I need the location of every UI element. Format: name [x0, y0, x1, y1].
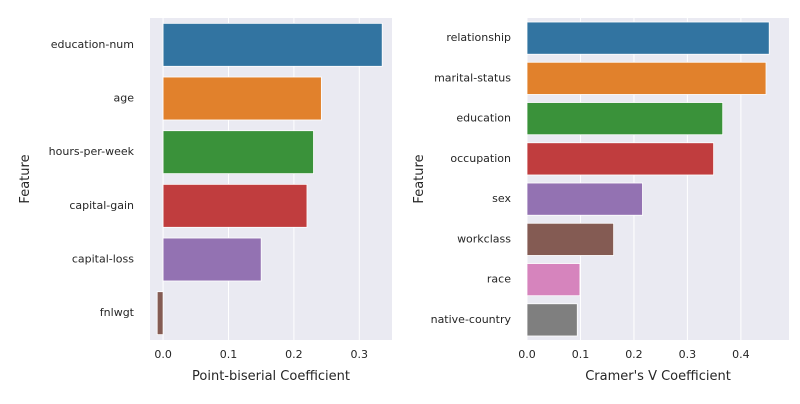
ytick-label: age — [114, 92, 135, 105]
xtick-label: 0.2 — [625, 348, 643, 361]
bar-fnlwgt — [156, 291, 164, 336]
xtick-label: 0.1 — [572, 348, 590, 361]
bar-marital-status — [526, 61, 767, 95]
xtick-label: 0.0 — [154, 348, 172, 361]
xtick-label: 0.3 — [351, 348, 369, 361]
x-axis-label: Point-biserial Coefficient — [192, 369, 350, 384]
plot-area — [150, 18, 392, 340]
bar-relationship — [526, 21, 770, 55]
ytick-label: race — [487, 273, 511, 286]
bar-education-num — [162, 22, 383, 67]
y-axis-label: Feature — [412, 154, 427, 203]
bar-race — [526, 263, 581, 297]
y-axis-label: Feature — [18, 154, 33, 203]
ytick-label: sex — [492, 192, 511, 205]
ytick-label: native-country — [431, 313, 512, 326]
ytick-label: capital-gain — [69, 199, 134, 212]
xtick-label: 0.3 — [679, 348, 697, 361]
bar-capital-loss — [162, 237, 262, 282]
ytick-label: education-num — [51, 38, 134, 51]
ytick-label: capital-loss — [72, 253, 134, 266]
ytick-label: workclass — [457, 232, 511, 245]
point-biserial-chart: education-num age hours-per-week capital-ga… — [18, 18, 392, 384]
xtick-label: 0.4 — [732, 348, 750, 361]
bar-sex — [526, 182, 643, 216]
ytick-label: relationship — [446, 31, 511, 44]
x-axis-label: Cramer's V Coefficient — [585, 369, 731, 384]
xtick-label: 0.1 — [220, 348, 238, 361]
xtick-label: 0.2 — [285, 348, 303, 361]
ytick-label: occupation — [450, 152, 511, 165]
bar-capital-gain — [162, 183, 308, 228]
bar-hours-per-week — [162, 130, 314, 175]
bar-workclass — [526, 222, 615, 256]
xtick-label: 0.0 — [518, 348, 536, 361]
ytick-label: marital-status — [434, 71, 511, 84]
cramers-v-chart: relationship marital-status education occup… — [412, 18, 789, 384]
ytick-label: hours-per-week — [49, 145, 135, 158]
bar-native-country — [526, 303, 578, 337]
bar-age — [162, 76, 322, 121]
bar-education — [526, 102, 724, 136]
ytick-label: fnlwgt — [100, 306, 135, 319]
ytick-label: education — [456, 112, 511, 125]
bar-occupation — [526, 142, 715, 176]
